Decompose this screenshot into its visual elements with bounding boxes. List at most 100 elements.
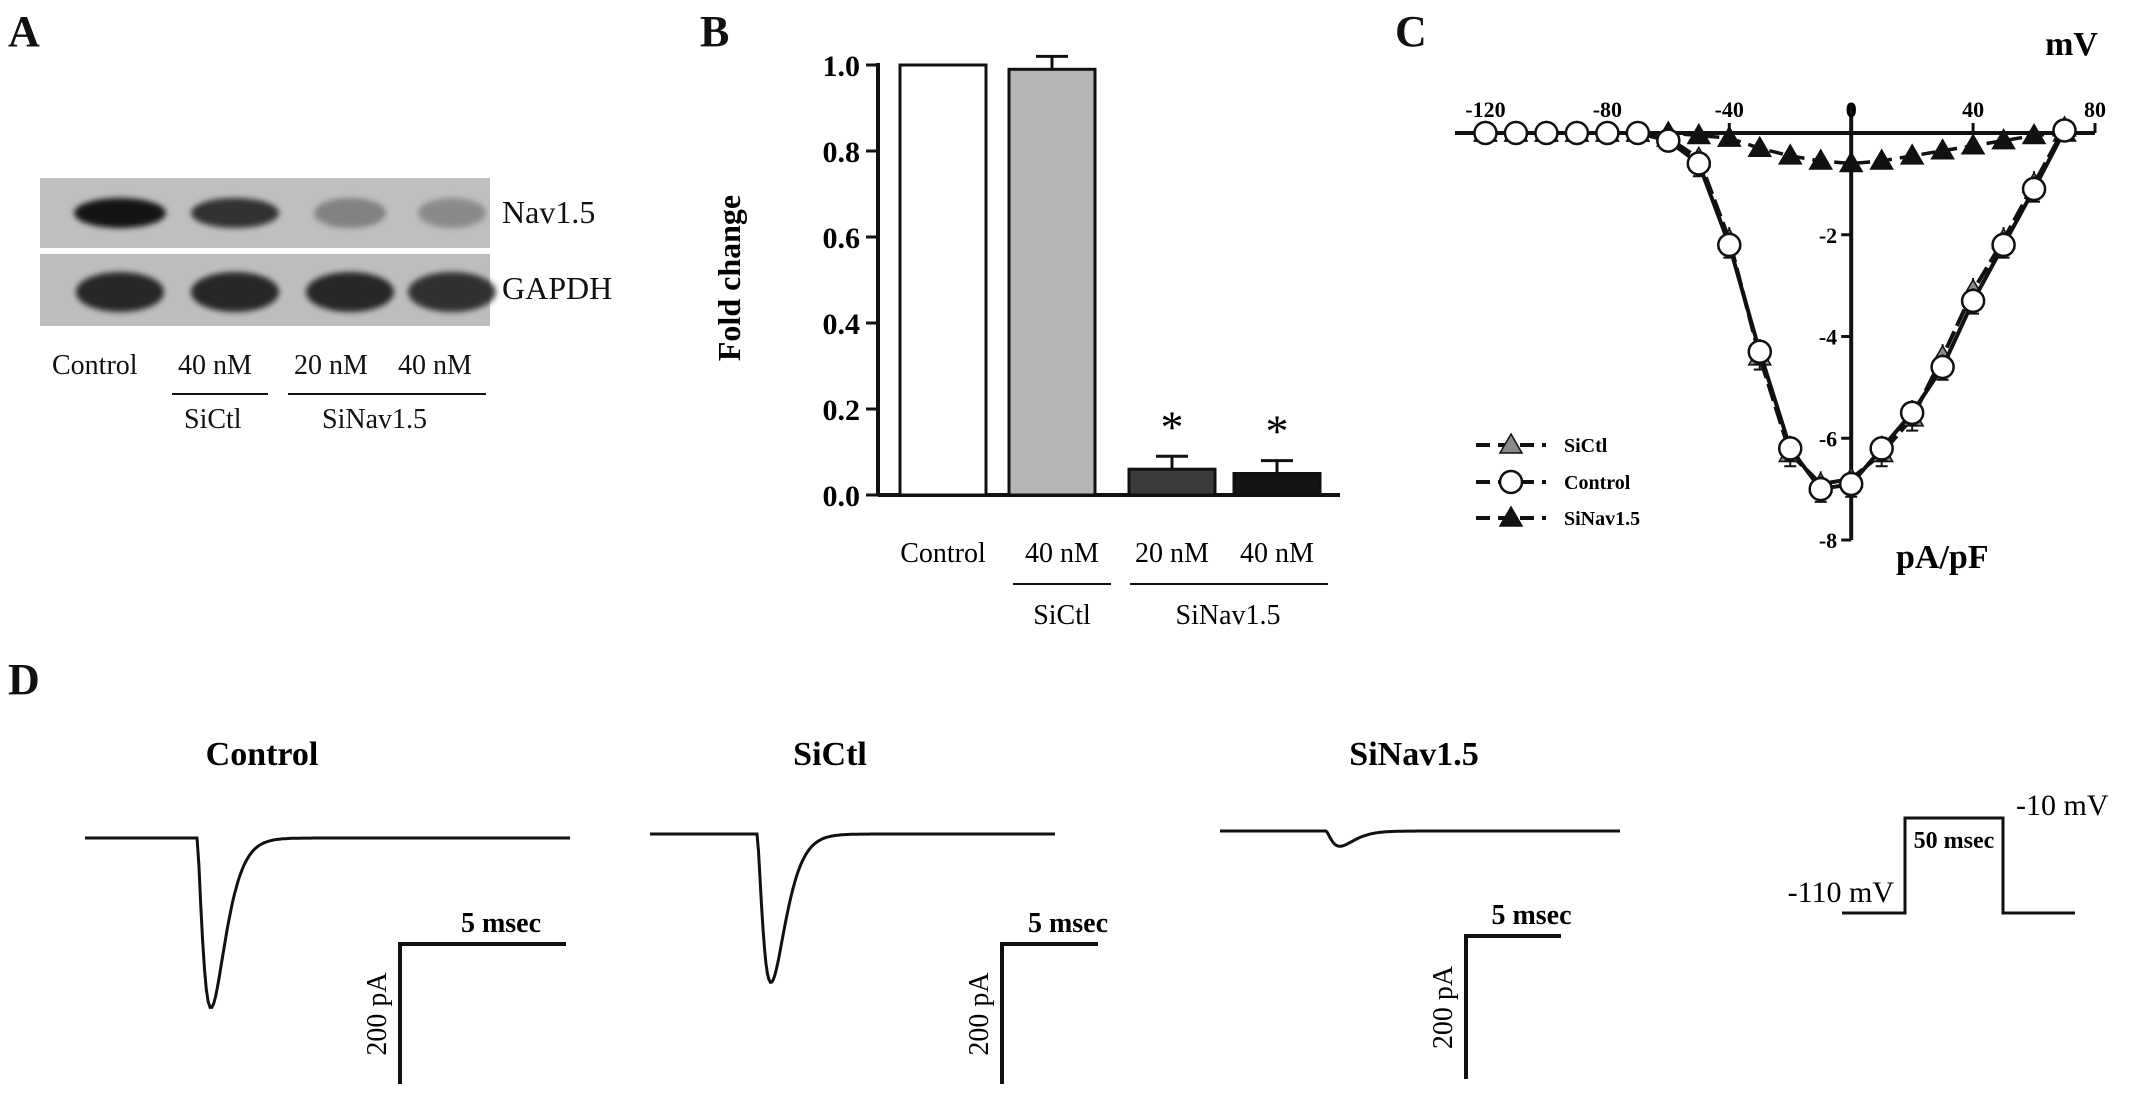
- data-point: [1838, 466, 1864, 488]
- data-point: [1564, 120, 1590, 146]
- blot-band: [74, 198, 166, 228]
- trace-title: SiNav1.5: [1349, 736, 1478, 773]
- group-label: SiCtl: [1033, 600, 1091, 631]
- legend-label: SiNav1.5: [1564, 508, 1640, 530]
- data-point: [1808, 148, 1834, 170]
- scale-current-label: 200 pA: [1428, 965, 1459, 1049]
- y-tick-label: 0.0: [823, 480, 861, 513]
- data-point: [1595, 120, 1620, 142]
- data-point: [1534, 120, 1559, 142]
- scale-time-label: 5 msec: [461, 908, 541, 939]
- x-tick-label: 40: [1962, 97, 1984, 122]
- data-point: [1838, 151, 1864, 173]
- y-tick-label: 0.2: [823, 394, 861, 427]
- data-point: [1991, 227, 2016, 249]
- y-tick-label: 1.0: [823, 50, 861, 83]
- data-point: [1960, 288, 1986, 314]
- data-point: [1595, 120, 1620, 142]
- data-point: [1503, 120, 1529, 146]
- band-label-gapdh: GAPDH: [502, 270, 613, 306]
- x-axis-title: mV: [2045, 26, 2098, 63]
- current-trace: [650, 832, 1055, 984]
- trace-title: Control: [206, 736, 319, 773]
- bar: [898, 63, 988, 497]
- data-point: [1869, 148, 1894, 170]
- data-point: [1747, 344, 1773, 366]
- lane-label: 20 nM: [294, 350, 368, 381]
- trace-title: SiCtl: [793, 736, 867, 773]
- data-point: [1991, 128, 2016, 150]
- data-point: [1808, 476, 1833, 502]
- data-point: [1777, 436, 1803, 461]
- data-point: [1869, 441, 1894, 463]
- data-point: [1473, 120, 1498, 142]
- x-category-label: 40 nM: [1025, 538, 1099, 569]
- scale-bar: [1000, 942, 1098, 1084]
- data-point: [1686, 145, 1712, 168]
- data-point: [1595, 120, 1620, 146]
- data-point: [1625, 120, 1651, 142]
- panel-label-b: B: [700, 7, 730, 56]
- data-point: [2052, 120, 2077, 142]
- band-label-nav15: Nav1.5: [502, 194, 596, 230]
- bar: [1007, 67, 1097, 497]
- data-point: [2021, 171, 2047, 193]
- panel-label-c: C: [1395, 7, 1427, 56]
- significance-marker: *: [1161, 401, 1184, 452]
- legend-marker: [1498, 469, 1524, 495]
- data-point: [1656, 128, 1681, 153]
- scale-current-label: 200 pA: [362, 972, 393, 1056]
- data-point: [1534, 120, 1559, 146]
- data-point: [1534, 120, 1559, 142]
- blot-band: [408, 272, 496, 312]
- bar: [1127, 467, 1217, 497]
- y-tick-label: -8: [1819, 528, 1837, 553]
- voltage-protocol: [1842, 816, 2075, 915]
- data-point: [1686, 151, 1712, 176]
- data-point: [1777, 143, 1803, 165]
- blot-band: [417, 198, 487, 228]
- scale-current-label: 200 pA: [964, 972, 995, 1056]
- current-trace: [85, 836, 570, 1009]
- data-point: [1930, 344, 1955, 366]
- x-tick-label: -120: [1465, 97, 1505, 122]
- legend-label: SiCtl: [1564, 435, 1608, 457]
- series-line: [1485, 131, 2065, 166]
- blot-band: [191, 198, 279, 228]
- group-underline: [172, 393, 268, 395]
- data-point: [1808, 471, 1834, 493]
- data-point: [1960, 133, 1986, 155]
- blot-band: [75, 272, 165, 312]
- holding-voltage-label: -110 mV: [1788, 876, 1895, 909]
- y-tick-label: -2: [1819, 223, 1837, 248]
- data-point: [1656, 125, 1681, 147]
- step-duration-label: 50 msec: [1914, 828, 1995, 854]
- data-point: [1716, 125, 1742, 147]
- lane-label: Control: [52, 350, 138, 381]
- x-category-label: Control: [900, 538, 986, 569]
- data-point: [1747, 339, 1773, 365]
- x-tick-label: 80: [2084, 97, 2106, 122]
- group-label: SiNav1.5: [1176, 600, 1281, 631]
- data-point: [1899, 400, 1925, 426]
- data-point: [1503, 120, 1529, 142]
- data-point: [1473, 120, 1498, 146]
- data-point: [1869, 436, 1894, 461]
- data-point: [1930, 138, 1955, 160]
- data-point: [1899, 405, 1925, 427]
- data-point: [2052, 118, 2077, 143]
- scale-bar: [398, 942, 566, 1084]
- legend-marker: [1498, 505, 1524, 527]
- data-point: [2021, 123, 2047, 145]
- data-point: [1564, 120, 1590, 142]
- data-point: [1503, 120, 1529, 142]
- blot-band: [190, 272, 280, 312]
- lane-label: 40 nM: [178, 350, 252, 381]
- data-point: [1930, 354, 1955, 380]
- x-category-label: 20 nM: [1135, 538, 1209, 569]
- data-point: [1991, 232, 2016, 258]
- data-point: [2021, 176, 2047, 202]
- y-axis-title: Fold change: [711, 195, 747, 361]
- scale-time-label: 5 msec: [1028, 908, 1108, 939]
- panel-label-a: A: [8, 7, 40, 56]
